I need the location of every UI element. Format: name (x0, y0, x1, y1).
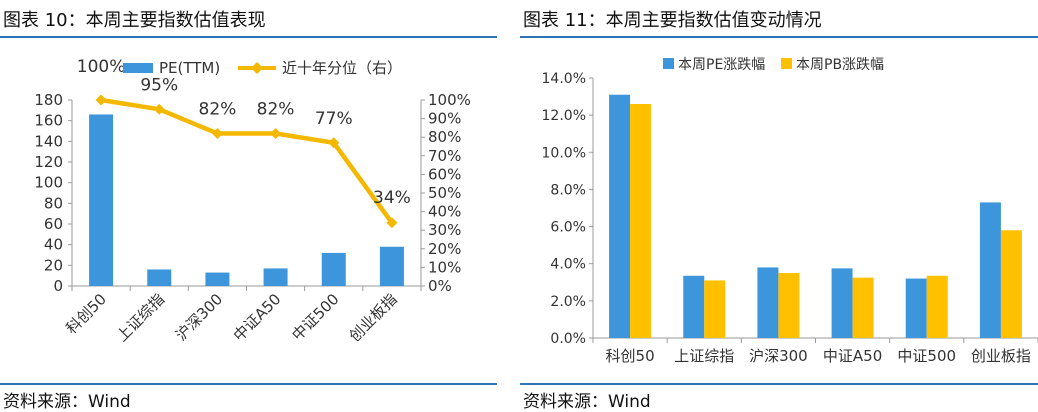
pe-valuation-chart: 0 20 40 60 80 100 120 140 160 180 0%10%20%30%40%50… (34, 57, 471, 345)
x-category-label: 创业板指 (971, 347, 1031, 365)
x-category-label: 上证综指 (674, 347, 734, 365)
y2-tick-label: 60% (428, 165, 461, 183)
x-category-label: 上证综指 (113, 290, 168, 345)
percentile-point (386, 217, 398, 229)
x-category-label: 科创50 (62, 290, 109, 337)
y-tick-label: 10.0% (542, 145, 586, 161)
y-tick-label: 4.0% (550, 257, 586, 273)
percentile-data-label: 95% (140, 75, 178, 95)
x-category-label: 中证A50 (823, 347, 882, 365)
pe-bar-中证500 (321, 252, 346, 286)
left-source-note: 资料来源：Wind (3, 392, 131, 412)
percentile-data-label: 100% (77, 57, 126, 77)
left-source-rule (0, 383, 497, 385)
pe-legend-swatch (123, 63, 153, 73)
y-tick-label: 2.0% (550, 294, 586, 310)
y-tick-label: 80 (44, 194, 63, 212)
right-source-rule (520, 383, 1038, 385)
percentile-legend-label: 近十年分位（右） (282, 59, 402, 77)
percentile-line (100, 97, 394, 225)
pe-change-bar-科创50 (609, 94, 631, 338)
y2-tick-label: 40% (428, 203, 461, 221)
pe-bar-沪深300 (205, 272, 230, 286)
pb-change-legend-swatch (781, 58, 792, 69)
percentile-data-label: 82% (257, 99, 295, 119)
y2-tick-label: 0% (428, 277, 452, 295)
pe-change-legend-label: 本周PE涨跌幅 (678, 57, 765, 73)
y-tick-label: 160 (34, 112, 63, 130)
pb-change-bar-中证A50 (852, 277, 874, 338)
left-panel: 图表 10：本周主要指数估值表现 0 20 40 60 80 100 120 140 160 18… (0, 0, 497, 412)
right-source-note: 资料来源：Wind (523, 392, 651, 412)
y-tick-label: 14.0% (542, 71, 586, 87)
y-tick-label: 140 (34, 132, 63, 150)
x-category-label: 中证500 (897, 347, 956, 365)
y2-tick-label: 20% (428, 240, 461, 258)
pe-bar-上证综指 (147, 269, 172, 286)
y2-tick-label: 50% (428, 184, 461, 202)
pe-change-bar-中证500 (905, 278, 927, 338)
x-category-label: 中证A50 (230, 290, 285, 345)
percentile-data-label: 82% (199, 99, 237, 119)
pb-change-bar-中证500 (926, 275, 948, 338)
pb-change-bar-创业板指 (1000, 230, 1022, 338)
y-tick-label: 12.0% (542, 108, 586, 124)
x-category-label: 科创50 (606, 347, 655, 365)
pe-bar-创业板指 (379, 246, 404, 286)
pe-bar-科创50 (89, 114, 114, 286)
right-title-rule (520, 36, 1038, 38)
pe-change-bar-中证A50 (831, 268, 853, 338)
pb-change-bar-沪深300 (778, 273, 800, 338)
y-tick-label: 0 (53, 277, 63, 295)
y-tick-label: 60 (44, 215, 63, 233)
right-chart-title: 图表 11：本周主要指数估值变动情况 (523, 10, 822, 31)
x-category-label: 沪深300 (172, 290, 226, 344)
pe-legend-label: PE(TTM) (159, 59, 220, 77)
y2-tick-label: 10% (428, 258, 461, 276)
y-tick-label: 100 (34, 174, 63, 192)
y2-tick-label: 100% (428, 91, 471, 109)
percentile-point (211, 127, 223, 139)
y-tick-label: 8.0% (550, 182, 586, 198)
right-panel: 图表 11：本周主要指数估值变动情况 0.0% 2.0% 4.0% 6.0% 8.0% 1… (520, 0, 1038, 412)
pb-change-bar-上证综指 (704, 280, 726, 338)
y-tick-label: 0.0% (550, 331, 586, 347)
x-category-label: 创业板指 (346, 290, 401, 345)
percentile-legend-marker (251, 62, 263, 74)
pe-change-bar-沪深300 (757, 267, 779, 338)
pe-change-legend-swatch (663, 58, 674, 69)
percentile-data-label: 77% (315, 109, 353, 129)
left-title-rule (0, 36, 497, 38)
pe-change-bar-创业板指 (979, 202, 1001, 338)
x-category-label: 沪深300 (749, 347, 808, 365)
percentile-point (95, 94, 107, 106)
y-tick-label: 40 (44, 236, 63, 254)
y2-tick-label: 80% (428, 128, 461, 146)
percentile-data-label: 34% (373, 188, 411, 208)
pe-change-bar-上证综指 (683, 275, 705, 338)
pe-bar-中证A50 (263, 268, 288, 286)
y-tick-label: 180 (34, 91, 63, 109)
percentile-point (153, 103, 165, 115)
y-tick-label: 20 (44, 256, 63, 274)
y2-tick-label: 70% (428, 147, 461, 165)
y-tick-label: 120 (34, 153, 63, 171)
percentile-point (270, 127, 282, 139)
valuation-change-chart: 0.0% 2.0% 4.0% 6.0% 8.0% 10.0% 12.0% 14.0% 科创50 上… (542, 57, 1038, 365)
x-category-label: 中证500 (288, 290, 342, 344)
pb-change-legend-label: 本周PB涨跌幅 (796, 57, 884, 73)
pb-change-bar-科创50 (630, 104, 652, 338)
y-tick-label: 6.0% (550, 220, 586, 236)
y2-tick-label: 90% (428, 110, 461, 128)
percentile-point (328, 137, 340, 149)
y2-tick-label: 30% (428, 221, 461, 239)
left-chart-title: 图表 10：本周主要指数估值表现 (3, 10, 266, 31)
